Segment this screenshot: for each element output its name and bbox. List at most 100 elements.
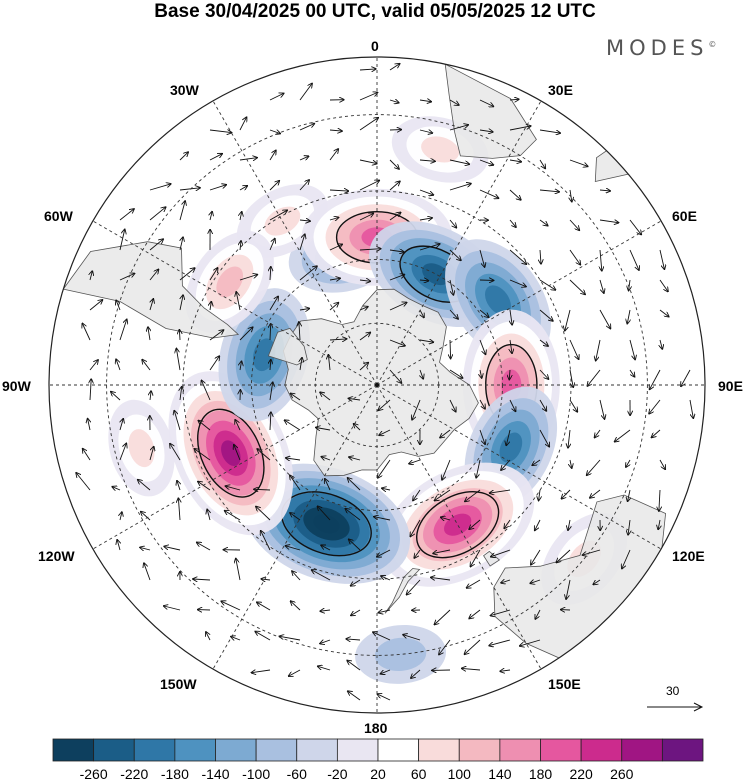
wind-arrow [629, 369, 635, 377]
wind-arrow [590, 489, 601, 498]
wind-arrow [509, 369, 510, 379]
wind-arrow [149, 184, 171, 191]
wind-arrow [659, 309, 669, 317]
wind-arrow [207, 510, 210, 521]
colorbar-tick: -140 [201, 766, 230, 782]
wind-arrow [111, 392, 121, 401]
wind-arrow [179, 201, 185, 221]
wind-arrow [629, 339, 635, 359]
wind-arrow [389, 275, 404, 281]
wind-arrow [413, 489, 421, 500]
wind-arrow [149, 447, 154, 461]
wind-arrow [235, 420, 241, 431]
meridian-line [376, 220, 662, 386]
wind-arrow [164, 546, 181, 551]
colorbar-swatch [377, 738, 420, 762]
wind-arrow [351, 579, 361, 586]
wind-arrow [382, 488, 391, 490]
wind-arrow [649, 399, 661, 414]
wind-arrow [299, 124, 314, 131]
anomaly-negative-level [374, 637, 427, 672]
wind-arrow [209, 130, 231, 133]
wind-arrow [652, 429, 661, 437]
wind-arrow [240, 361, 242, 371]
wind-arrow [329, 339, 347, 340]
wind-arrow [320, 640, 331, 644]
lon-label-90e: 90E [718, 378, 743, 394]
wind-arrow [149, 207, 166, 221]
wind-arrow [119, 209, 134, 221]
wind-arrow [359, 307, 368, 310]
colorbar-tick: -260 [79, 766, 108, 782]
anomaly-positive-level [128, 429, 155, 468]
wind-arrow [681, 369, 691, 386]
wind-arrow [389, 213, 401, 221]
colorbar-swatch [255, 738, 298, 762]
wind-arrow [373, 632, 391, 641]
wind-arrow [269, 151, 276, 161]
colorbar-tick: 140 [488, 766, 512, 782]
wind-arrow [119, 444, 126, 461]
wind-arrow [595, 429, 601, 437]
wind-arrow [269, 181, 279, 191]
wind-arrow [329, 278, 340, 280]
wind-arrow [510, 339, 512, 353]
wind-arrow [659, 459, 665, 469]
wind-arrow [615, 429, 631, 442]
wind-arrow [479, 309, 489, 317]
wind-arrow [179, 188, 200, 190]
anomaly-negative-level [485, 285, 511, 316]
wind-arrow [120, 512, 122, 521]
anomaly-positive-level [264, 206, 301, 236]
wind-arrow [286, 458, 301, 460]
wind-arrow [568, 519, 570, 530]
wind-arrow [377, 549, 391, 557]
latitude-circle [251, 259, 503, 511]
wind-arrow [389, 250, 404, 252]
colorbar-tick: -220 [120, 766, 149, 782]
wind-arrow [256, 507, 271, 521]
wind-arrow [349, 457, 361, 460]
colorbar-tick: -180 [160, 766, 189, 782]
wind-arrow [180, 237, 183, 251]
wind-arrow [148, 327, 150, 341]
wind-arrow [449, 309, 458, 319]
wind-arrow [389, 159, 399, 169]
wind-arrow [359, 249, 381, 250]
wind-arrow [569, 399, 577, 412]
meridian-line [92, 384, 378, 550]
lon-label-60e: 60E [672, 208, 697, 224]
wind-arrow [359, 93, 377, 101]
anomaly-positive-level [421, 136, 460, 163]
colorbar-tick: 260 [610, 766, 634, 782]
wind-arrow [479, 99, 493, 106]
wind-arrow [479, 399, 485, 409]
wind-arrow [144, 563, 151, 581]
wind-arrow [329, 218, 338, 221]
wind-arrow [378, 399, 391, 410]
wind-arrow [221, 601, 241, 611]
wind-arrow [431, 577, 451, 580]
wind-arrow [629, 279, 630, 290]
wind-arrow [469, 519, 481, 529]
wind-arrow [539, 489, 540, 500]
wind-arrow [269, 210, 287, 221]
wind-arrow [226, 486, 241, 491]
colorbar-tick: 220 [569, 766, 593, 782]
wind-arrow [329, 303, 338, 311]
wind-arrow [119, 230, 125, 251]
wind-arrow [500, 670, 511, 671]
wind-arrow [176, 349, 181, 371]
wind-arrow [569, 339, 579, 359]
wind-arrow [389, 339, 405, 346]
wind-arrow [321, 545, 331, 551]
wind-arrow [433, 549, 451, 553]
wind-arrow [569, 159, 588, 166]
wind-arrow [412, 399, 421, 420]
wind-arrow [225, 511, 241, 521]
colorbar-swatch [174, 738, 216, 762]
colorbar-swatch [418, 738, 460, 762]
lon-label-150e: 150E [548, 676, 581, 692]
wind-arrow [236, 559, 241, 581]
lon-label-150w: 150W [160, 676, 197, 692]
